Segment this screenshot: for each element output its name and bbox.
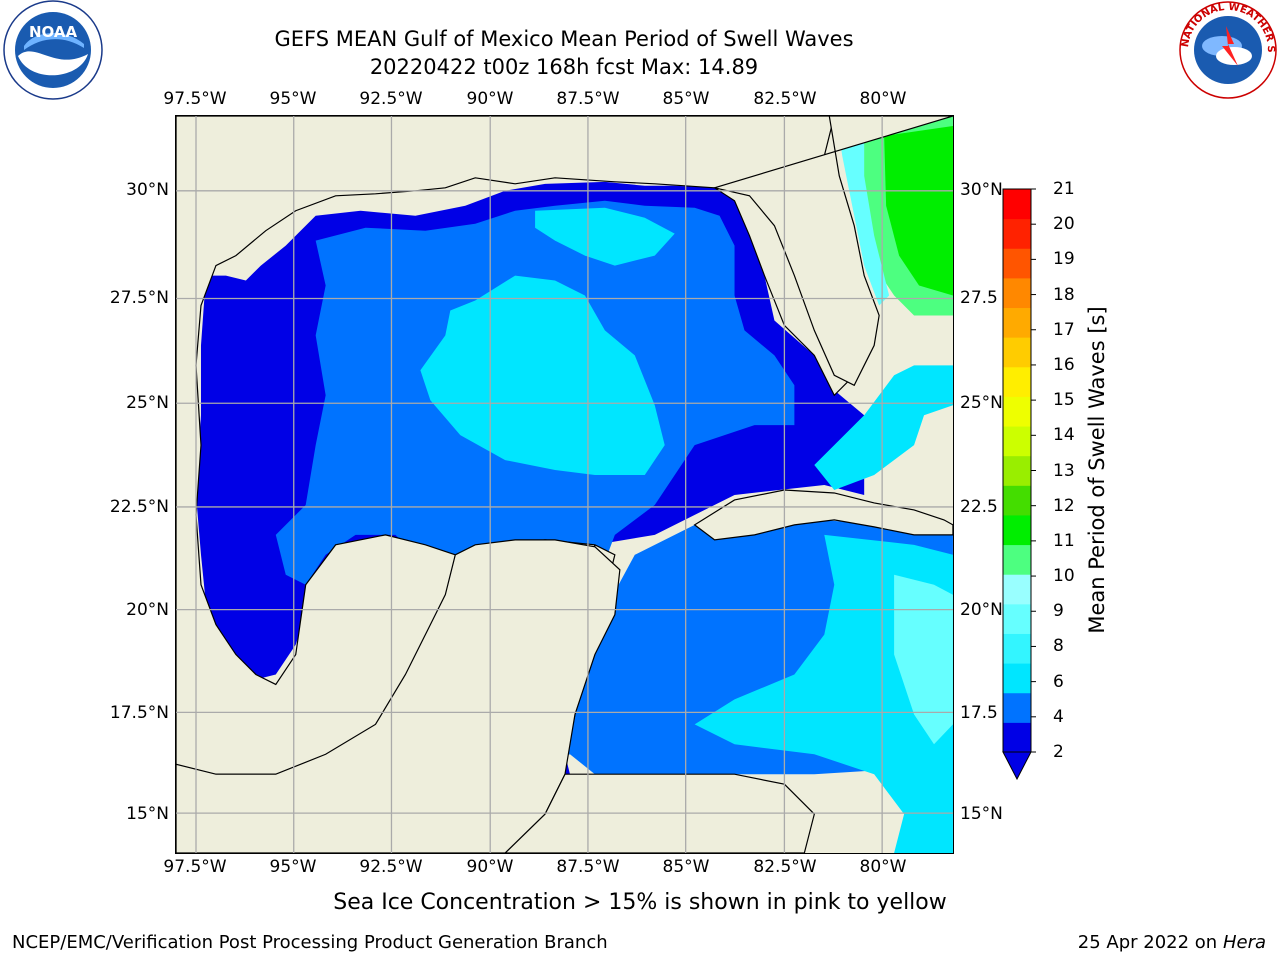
colorbar-segment (1003, 337, 1031, 368)
lon-tick-bottom: 85°W (662, 857, 710, 877)
colorbar-tick-label: 2 (1053, 742, 1064, 762)
lon-tick-bottom: 92.5°W (359, 857, 423, 877)
colorbar-extension (1002, 751, 1032, 781)
colorbar-segment (1003, 722, 1031, 753)
caribbean-swell-light (894, 574, 953, 745)
colorbar-segment (1003, 663, 1031, 694)
lat-tick-right: 25°N (960, 393, 1003, 413)
lon-tick-bottom: 87.5°W (556, 857, 620, 877)
nws-logo: NATIONAL WEATHER SERVICE (1176, 0, 1277, 99)
colorbar-tick-label: 11 (1053, 530, 1075, 551)
colorbar-segment (1003, 396, 1031, 427)
gulf-swell-mid (275, 200, 795, 765)
atlantic-swell-bright-green (884, 125, 953, 296)
lon-tick-top: 97.5°W (163, 89, 227, 109)
lat-tick-right: 20°N (960, 600, 1003, 620)
colorbar-title: Mean Period of Swell Waves [s] (1085, 306, 1109, 634)
colorbar-segment (1003, 277, 1031, 309)
colorbar-tick-label: 16 (1053, 354, 1075, 375)
lon-tick-top: 85°W (662, 89, 710, 109)
graticule (176, 116, 953, 853)
lon-tick-top: 95°W (269, 89, 317, 109)
chart-title: GEFS MEAN Gulf of Mexico Mean Period of … (274, 27, 854, 51)
gulf-swell-core (420, 275, 665, 476)
colorbar-tick-label: 4 (1053, 706, 1064, 727)
colorbar-tick-label: 19 (1053, 249, 1075, 270)
colorbar-segment (1003, 485, 1031, 516)
colorbar-segment (1003, 633, 1031, 664)
colorbar-tick-label: 12 (1053, 495, 1075, 516)
lat-tick-left: 30°N (126, 180, 169, 200)
lat-tick-right: 15°N (960, 804, 1003, 824)
colorbar-segment (1003, 544, 1031, 575)
lat-tick-right: 17.5 (960, 703, 998, 723)
lat-tick-left: 15°N (126, 804, 169, 824)
florida-strait-swell (814, 365, 953, 490)
colorbar-segment (1003, 366, 1031, 397)
footer-credit: NCEP/EMC/Verification Post Processing Pr… (12, 932, 608, 953)
lon-tick-bottom: 97.5°W (163, 857, 227, 877)
lat-tick-right: 22.5 (960, 497, 998, 517)
lat-tick-left: 27.5°N (109, 288, 169, 308)
colorbar-tick-label: 14 (1053, 425, 1075, 446)
colorbar-tick-label: 8 (1053, 636, 1064, 657)
lat-tick-right: 27.5 (960, 288, 998, 308)
colorbar-segment (1003, 692, 1031, 723)
lon-tick-bottom: 80°W (859, 857, 907, 877)
gulf-swell-core-north (535, 207, 675, 266)
footer-machine: Hera (1222, 932, 1266, 953)
colorbar-segment (1003, 218, 1031, 249)
lat-tick-left: 25°N (126, 393, 169, 413)
sea-ice-note: Sea Ice Concentration > 15% is shown in … (333, 890, 947, 915)
colorbar-segment (1003, 426, 1031, 457)
colorbar-tick-label: 20 (1053, 214, 1075, 235)
noaa-logo: NOAA (3, 0, 103, 100)
colorbar-tick-label: 15 (1053, 390, 1075, 411)
lon-tick-top: 82.5°W (753, 89, 817, 109)
lon-tick-top: 90°W (466, 89, 514, 109)
lon-tick-bottom: 95°W (269, 857, 317, 877)
colorbar-segment (1003, 307, 1031, 338)
colorbar (1002, 188, 1036, 781)
colorbar-tick-label: 10 (1053, 566, 1075, 587)
cuba-land (693, 489, 953, 541)
colorbar-segment (1003, 603, 1031, 634)
lat-tick-left: 22.5°N (109, 497, 169, 517)
colorbar-tick-label: 21 (1053, 179, 1075, 199)
swell-period-map (175, 115, 954, 854)
colorbar-tick-label: 17 (1053, 319, 1075, 340)
chart-subtitle: 20220422 t00z 168h fcst Max: 14.89 (369, 55, 759, 79)
lat-tick-left: 20°N (126, 600, 169, 620)
colorbar-segment (1003, 248, 1031, 279)
lon-tick-top: 92.5°W (359, 89, 423, 109)
colorbar-segment (1003, 189, 1031, 220)
colorbar-tick-label: 18 (1053, 284, 1075, 305)
lat-tick-right: 30°N (960, 180, 1003, 200)
colorbar-segment (1003, 574, 1031, 605)
colorbar-tick-label: 6 (1053, 671, 1064, 692)
colorbar-tick-label: 13 (1053, 460, 1075, 481)
lon-tick-bottom: 90°W (466, 857, 514, 877)
colorbar-tick-label: 9 (1053, 601, 1064, 622)
colorbar-segment (1003, 514, 1031, 546)
lat-tick-left: 17.5°N (109, 703, 169, 723)
svg-text:NOAA: NOAA (29, 23, 78, 41)
caribbean-swell-core (694, 534, 953, 853)
lon-tick-top: 80°W (859, 89, 907, 109)
lon-tick-top: 87.5°W (556, 89, 620, 109)
colorbar-segment (1003, 455, 1031, 486)
lon-tick-bottom: 82.5°W (753, 857, 817, 877)
atlantic-swell-cyan (836, 116, 890, 306)
footer-date: 25 Apr 2022 on Hera (1077, 932, 1266, 953)
